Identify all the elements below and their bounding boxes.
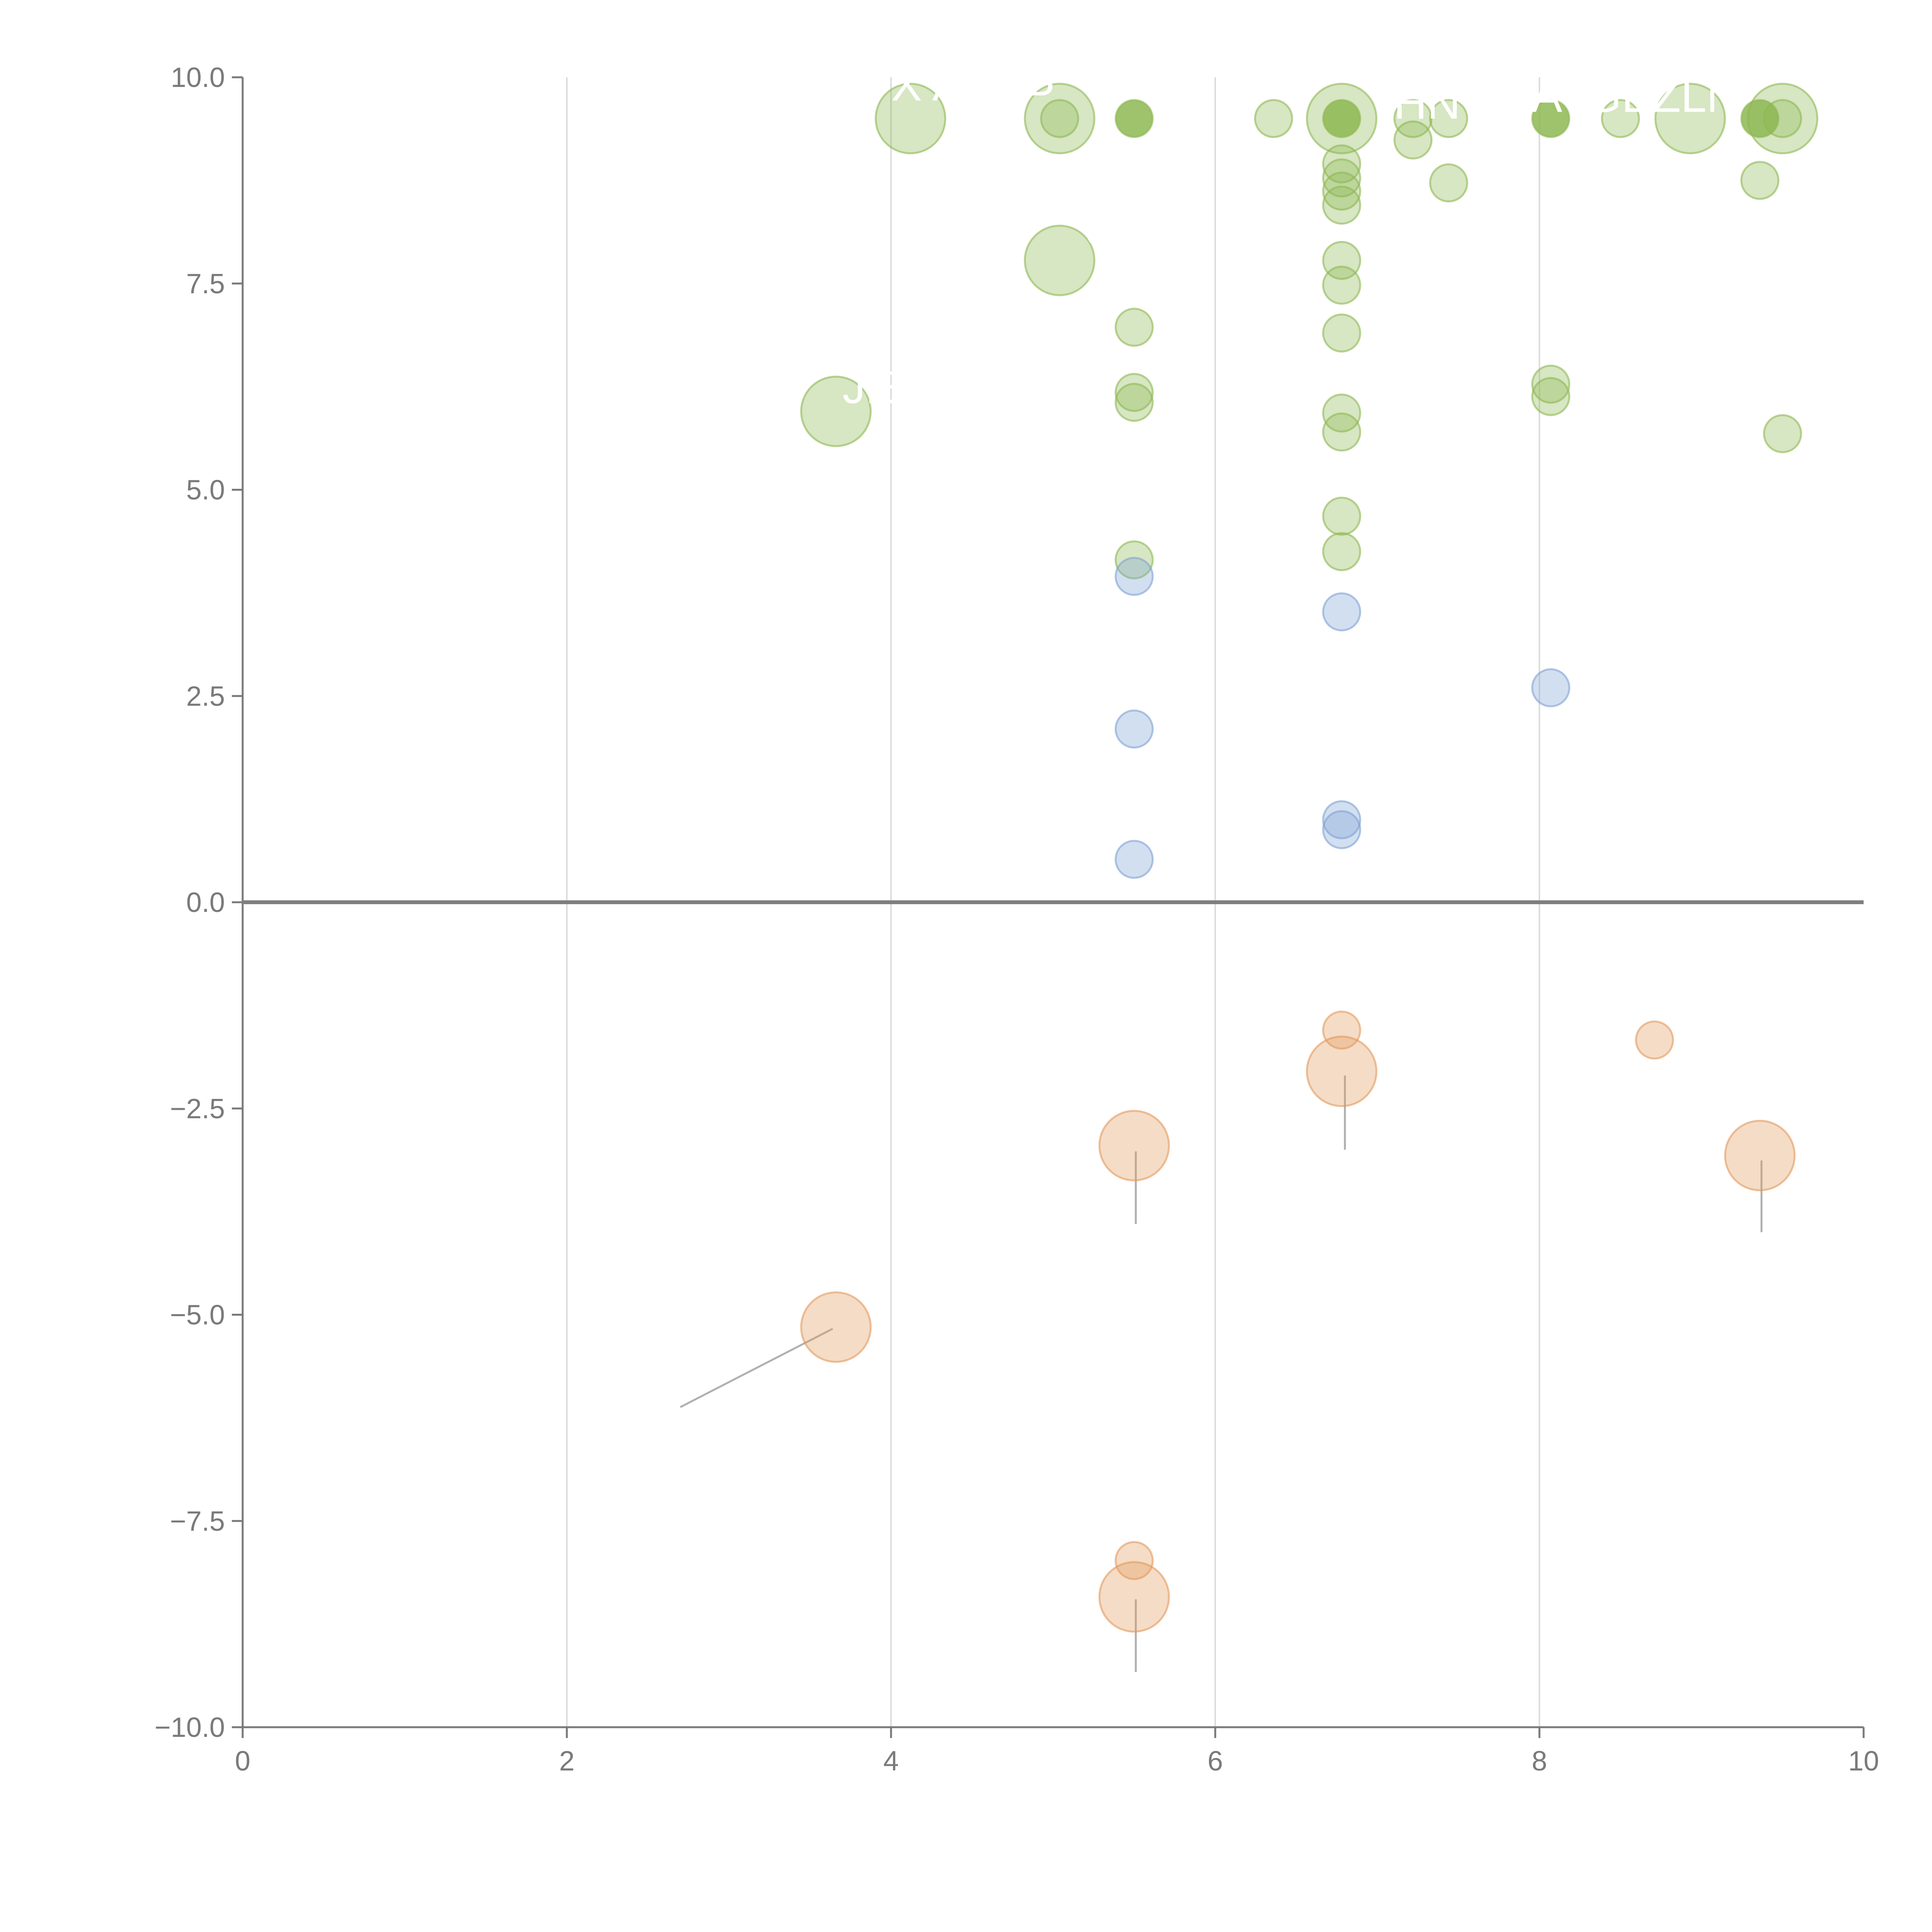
- green-data-point: [1740, 99, 1780, 138]
- y-tick-label: −2.5: [170, 1094, 225, 1124]
- point-label: S: [1085, 204, 1116, 256]
- y-tick-label: 7.5: [186, 269, 225, 299]
- axis-ticks: 0 2 4 6 8 10 10.0 7.5 5.0 2.5 0.0 −2.5 −5.0 −7.5 −10.0: [155, 62, 1879, 1777]
- orange-data-point: [1724, 1119, 1796, 1191]
- blue-data-point: [1114, 557, 1154, 596]
- green-data-point: [1322, 99, 1361, 138]
- orange-data-point: [1098, 1110, 1170, 1182]
- green-data-point: [1531, 99, 1570, 138]
- x-tick-label: 0: [235, 1746, 250, 1777]
- green-data-point: [1763, 414, 1802, 453]
- blue-data-point: [1114, 709, 1154, 749]
- y-tick-label: −7.5: [170, 1506, 225, 1537]
- orange-data-point: [800, 1291, 872, 1363]
- green-data-point: [1322, 412, 1361, 452]
- green-data-point: [1322, 265, 1361, 305]
- data-points: [800, 83, 1818, 1633]
- green-data-point: [1114, 373, 1154, 412]
- label-leader-line: [680, 1328, 833, 1408]
- green-data-point: [1254, 99, 1293, 138]
- green-data-point: [1114, 383, 1154, 422]
- green-data-point: [1322, 185, 1361, 225]
- y-tick-label: 5.0: [186, 475, 225, 506]
- y-tick-label: 0.0: [186, 887, 225, 918]
- green-data-point: [1024, 83, 1095, 155]
- blue-data-point: [1322, 800, 1361, 839]
- point-labels: X A B HN A IGEZLN S JE: [842, 54, 1740, 413]
- x-tick-label: 8: [1532, 1746, 1547, 1777]
- x-tick-label: 10: [1848, 1746, 1879, 1777]
- green-data-point: [1601, 99, 1640, 138]
- green-data-point: [1322, 532, 1361, 571]
- point-label: B: [1024, 54, 1055, 105]
- point-label: X A: [891, 59, 963, 111]
- y-tick-label: −10.0: [155, 1712, 225, 1743]
- x-tick-label: 4: [883, 1746, 899, 1777]
- green-data-point: [1429, 99, 1468, 138]
- green-data-point: [1531, 364, 1570, 404]
- x-tick-label: 2: [559, 1746, 575, 1777]
- green-data-point: [1322, 144, 1361, 184]
- green-data-point: [1322, 158, 1361, 197]
- blue-data-point: [1531, 668, 1570, 707]
- green-data-point: [1763, 99, 1802, 138]
- green-data-point: [1024, 224, 1095, 296]
- y-tick-label: −5.0: [170, 1300, 225, 1331]
- orange-data-point: [1306, 1036, 1378, 1107]
- green-data-point: [1322, 497, 1361, 536]
- orange-data-point: [1322, 1010, 1361, 1050]
- point-label: A IGEZLN: [1531, 70, 1740, 122]
- blue-data-point: [1114, 840, 1154, 879]
- point-label: HN: [1393, 77, 1460, 129]
- green-data-point: [1114, 308, 1154, 347]
- green-data-point: [1322, 313, 1361, 353]
- orange-data-point: [1114, 1541, 1154, 1580]
- green-data-point: [1429, 163, 1468, 202]
- green-data-point: [1393, 99, 1433, 138]
- green-data-point: [800, 376, 872, 447]
- green-data-point: [1322, 172, 1361, 211]
- green-data-point: [1393, 120, 1433, 160]
- point-label: JE: [842, 361, 896, 413]
- green-data-point: [1747, 83, 1818, 155]
- green-data-point: [1654, 83, 1726, 155]
- orange-data-point: [1098, 1561, 1170, 1633]
- y-tick-label: 2.5: [186, 681, 225, 712]
- x-tick-label: 6: [1208, 1746, 1223, 1777]
- orange-data-point: [1635, 1020, 1674, 1060]
- green-data-point: [1114, 540, 1154, 580]
- blue-data-point: [1322, 592, 1361, 631]
- green-data-point: [1740, 161, 1780, 200]
- green-data-point: [1040, 99, 1079, 138]
- y-tick-label: 10.0: [171, 62, 225, 93]
- blue-data-point: [1322, 810, 1361, 849]
- leader-lines: [680, 99, 1783, 1672]
- green-data-point: [1114, 99, 1154, 138]
- label-leader-line: [1061, 245, 1134, 260]
- label-leader-line: [835, 388, 883, 410]
- green-data-point: [874, 83, 946, 155]
- green-data-point: [1531, 377, 1570, 416]
